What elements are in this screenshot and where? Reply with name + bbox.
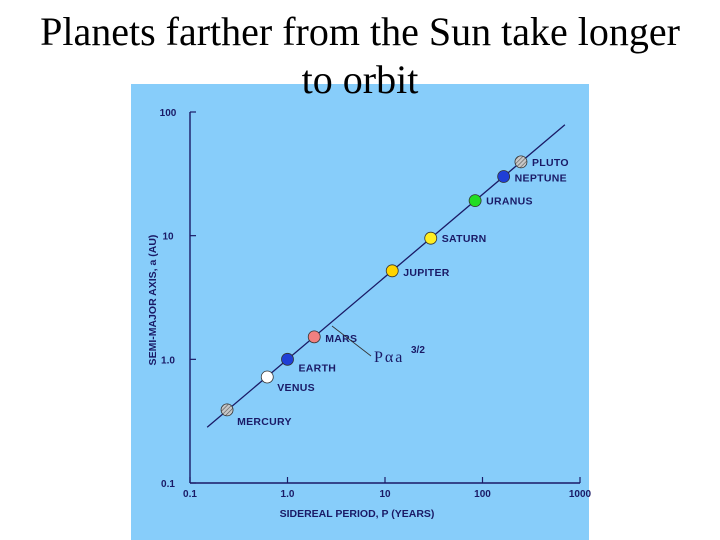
x-tick-label: 100 (474, 489, 491, 500)
planet-point-mercury (220, 403, 234, 417)
planet-point-neptune (497, 170, 511, 183)
x-tick-label: 10 (379, 489, 391, 500)
law-a: a (395, 349, 402, 366)
y-tick-label: 0.1 (161, 479, 175, 490)
law-exponent: 3/2 (411, 345, 425, 356)
planet-point-uranus (468, 194, 482, 208)
planet-label-uranus: URANUS (486, 196, 533, 208)
planet-label-venus: VENUS (277, 382, 315, 394)
planet-point-earth (281, 352, 294, 366)
planet-point-mars (307, 330, 321, 344)
law-leader-line (331, 325, 372, 357)
law-p: P (374, 349, 383, 366)
axes: 0.1 1.0 10 100 0.1 1.0 10 100 1000 SIDEREAL PERIO… (147, 108, 592, 520)
planet-label-jupiter: JUPITER (403, 267, 450, 279)
planet-label-mars: MARS (325, 333, 357, 345)
planet-label-pluto: PLUTO (532, 157, 569, 169)
planet-point-venus (260, 370, 274, 384)
y-tick-label: 100 (160, 108, 177, 119)
slide-title: Planets farther from the Sun take longer… (40, 9, 680, 102)
planet-point-jupiter (385, 264, 399, 278)
planet-label-earth: EARTH (299, 362, 337, 374)
planet-point-pluto (514, 155, 528, 169)
x-tick-label: 1000 (569, 489, 592, 500)
planet-point-saturn (424, 231, 438, 245)
x-axis-label: SIDEREAL PERIOD, P (YEARS) (280, 508, 435, 520)
y-tick-label: 1.0 (161, 355, 175, 366)
planet-label-neptune: NEPTUNE (515, 172, 567, 184)
planet-points: MERCURY VENUS EARTH MARS JUPITER SATURN URANUS… (220, 155, 569, 428)
y-axis-label: SEMI-MAJOR AXIS, a (AU) (147, 235, 159, 366)
y-tick-label: 10 (162, 232, 174, 243)
x-tick-label: 1.0 (281, 489, 295, 500)
planet-label-saturn: SATURN (442, 233, 487, 245)
planet-label-mercury: MERCURY (237, 416, 292, 428)
x-tick-label: 0.1 (183, 489, 197, 500)
chart-panel-background (131, 84, 589, 540)
law-proportional: α (385, 349, 394, 366)
